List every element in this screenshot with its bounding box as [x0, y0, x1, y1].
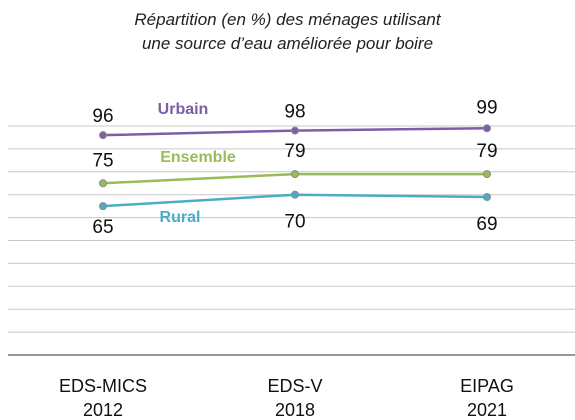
marker: [99, 179, 107, 188]
series-label: Ensemble: [160, 149, 236, 166]
marker: [291, 170, 299, 179]
marker: [483, 192, 491, 201]
marker: [483, 124, 491, 133]
data-label: 79: [476, 141, 497, 162]
series-label: Urbain: [158, 101, 209, 118]
marker: [291, 126, 299, 135]
marker: [99, 131, 107, 140]
x-tick-label: EDS-MICS 2012: [58, 376, 147, 420]
marker: [291, 190, 299, 199]
data-label: 70: [284, 212, 305, 233]
data-label: 96: [92, 106, 113, 127]
x-tick-label: EDS-V 2018: [267, 376, 323, 420]
data-label: 79: [284, 141, 305, 162]
marker: [483, 170, 491, 179]
chart-title: Répartition (en %) des ménages utilisant…: [134, 10, 441, 53]
data-label: 99: [476, 97, 497, 118]
data-label: 69: [476, 214, 497, 235]
x-tick-label: EIPAG 2021: [460, 376, 514, 420]
data-label: 65: [92, 217, 113, 238]
series-label: Rural: [160, 209, 201, 226]
data-label: 98: [284, 102, 305, 123]
data-label: 75: [92, 150, 113, 171]
marker: [99, 202, 107, 211]
